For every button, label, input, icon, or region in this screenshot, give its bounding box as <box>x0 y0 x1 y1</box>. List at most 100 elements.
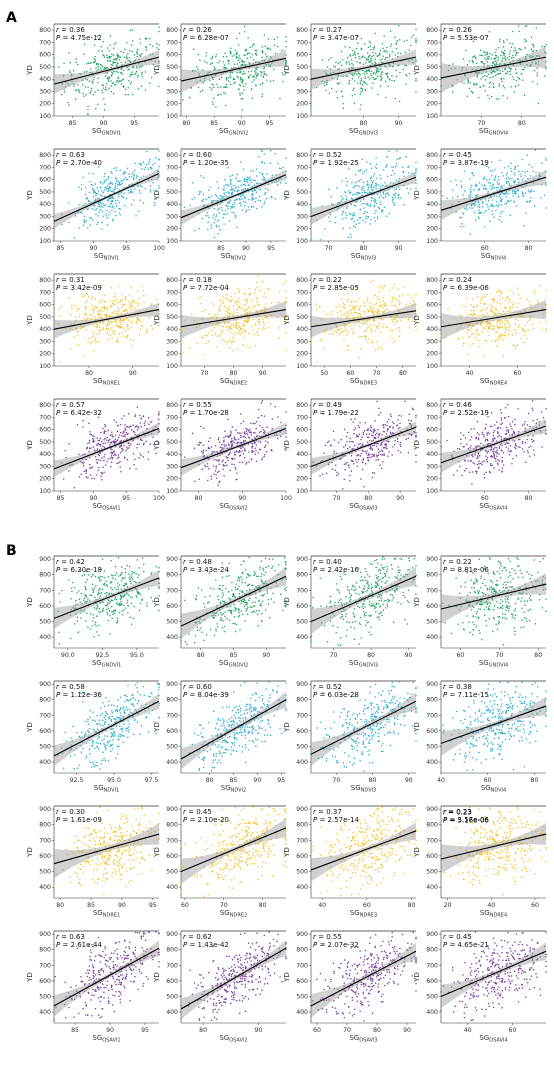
scatter-point <box>375 177 378 179</box>
scatter-point <box>329 313 332 316</box>
scatter-point <box>373 71 375 74</box>
scatter-point <box>262 429 265 431</box>
scatter-point <box>391 75 393 77</box>
scatter-point <box>226 294 228 296</box>
scatter-point <box>517 196 520 198</box>
scatter-point <box>377 327 379 330</box>
scatter-point <box>84 313 87 315</box>
scatter-point <box>264 73 266 75</box>
scatter-point <box>511 192 514 194</box>
scatter-point <box>490 309 493 312</box>
scatter-point <box>398 188 401 190</box>
scatter-point <box>329 68 332 70</box>
scatter-point <box>371 197 374 199</box>
scatter-point <box>388 79 391 81</box>
scatter-point <box>236 71 238 74</box>
scatter-point <box>216 208 219 211</box>
scatter-point <box>256 331 258 333</box>
scatter-point <box>400 52 402 55</box>
scatter-point <box>228 220 231 222</box>
scatter-point <box>415 161 417 163</box>
scatter-point <box>126 336 128 338</box>
scatter-point <box>131 71 133 73</box>
scatter-point <box>141 64 144 67</box>
scatter-point <box>78 186 80 188</box>
scatter-point <box>197 72 200 75</box>
scatter-point <box>98 332 101 335</box>
scatter-point <box>110 454 113 456</box>
scatter-point <box>505 326 507 328</box>
scatter-point <box>198 193 201 196</box>
scatter-point <box>529 190 531 192</box>
scatter-point <box>364 338 367 341</box>
scatter-point <box>136 76 139 78</box>
scatter-point <box>512 76 514 78</box>
scatter-point <box>254 453 257 455</box>
y-tick-label: 500 <box>39 439 51 446</box>
scatter-point <box>154 204 156 206</box>
scatter-point <box>63 88 65 90</box>
scatter-point <box>358 308 361 310</box>
scatter-point <box>391 58 394 60</box>
scatter-point <box>227 191 230 194</box>
scatter-point <box>198 74 201 77</box>
scatter-point <box>509 73 512 76</box>
scatter-point <box>103 439 105 441</box>
scatter-point <box>321 338 323 340</box>
scatter-point <box>245 463 247 465</box>
scatter-point <box>89 431 91 433</box>
scatter-point <box>357 52 359 55</box>
scatter-point <box>494 71 496 73</box>
scatter-point <box>351 49 354 52</box>
scatter-point <box>243 61 246 63</box>
scatter-point <box>452 63 454 65</box>
scatter-point <box>125 297 127 299</box>
scatter-point <box>415 38 417 40</box>
scatter-point <box>487 330 489 332</box>
scatter-point <box>229 178 232 181</box>
scatter-point <box>91 72 93 74</box>
scatter-point <box>240 72 242 74</box>
scatter-point <box>514 180 516 183</box>
scatter-point <box>133 300 135 303</box>
scatter-point <box>227 208 229 210</box>
scatter-point <box>135 70 138 73</box>
scatter-point <box>69 70 71 72</box>
scatter-point <box>354 56 357 59</box>
scatter-point <box>142 290 144 292</box>
scatter-point <box>366 52 369 54</box>
scatter-point <box>262 318 264 320</box>
scatter-point <box>241 108 244 111</box>
p-value: P = 3.42e-09 <box>56 284 102 292</box>
scatter-point <box>120 323 122 326</box>
scatter-point <box>78 453 80 455</box>
scatter-point <box>248 52 251 54</box>
scatter-point <box>218 78 221 80</box>
scatter-point <box>139 199 141 202</box>
scatter-point <box>269 65 271 68</box>
scatter-point <box>229 182 232 184</box>
scatter-point <box>122 310 125 312</box>
scatter-point <box>112 54 115 57</box>
scatter-point <box>395 150 398 152</box>
scatter-point <box>107 429 110 432</box>
scatter-point <box>252 170 255 172</box>
scatter-point <box>362 69 364 72</box>
p-value: P = 4.75e-12 <box>56 34 102 42</box>
x-axis-label: SGGNDVI1 <box>92 127 121 137</box>
scatter-point <box>440 220 442 223</box>
scatter-point <box>285 280 287 282</box>
scatter-point <box>119 321 122 324</box>
scatter-point <box>204 334 207 336</box>
scatter-point <box>226 212 228 215</box>
scatter-point <box>487 73 490 76</box>
scatter-point <box>347 330 349 333</box>
scatter-point <box>475 185 478 188</box>
scatter-point <box>118 309 121 311</box>
scatter-point <box>107 205 110 208</box>
scatter-point <box>253 79 255 81</box>
scatter-point <box>519 297 521 300</box>
scatter-point <box>499 215 501 218</box>
scatter-point <box>139 453 141 455</box>
scatter-point <box>53 79 55 82</box>
